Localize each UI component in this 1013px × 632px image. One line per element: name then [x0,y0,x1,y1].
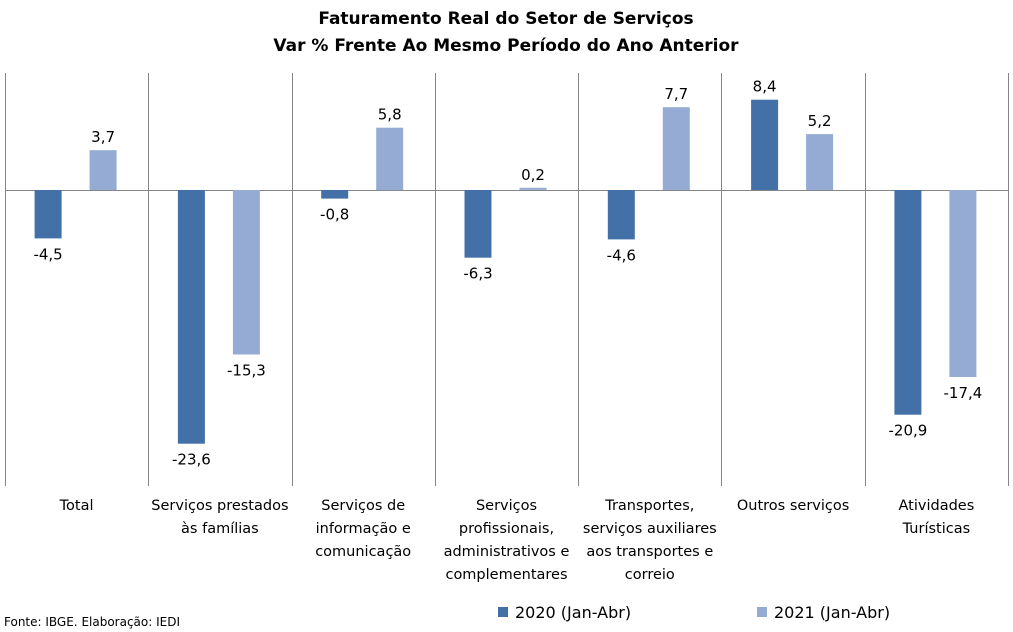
data-label: 7,7 [664,85,688,103]
data-label: 5,2 [808,112,832,130]
category-label: correio [625,567,675,583]
bar-series1 [894,190,922,415]
category-label: Serviços prestados [151,498,288,514]
category-labels: Total Serviços prestados às famílias Serviç… [59,498,975,583]
data-label: 3,7 [91,128,115,146]
data-label: -23,6 [172,451,211,469]
data-label: -15,3 [227,362,266,380]
bar-series1 [177,190,205,444]
bar-series2 [232,190,260,355]
bars [34,99,977,444]
bar-series1 [751,99,779,190]
category-label: Outros serviços [737,498,849,514]
bar-series1 [34,190,62,239]
data-labels: -4,5 -23,6 -0,8 -6,3 -4,6 8,4 -20,9 3,7 -15,3 5,8… [33,78,982,469]
legend-swatch [498,607,508,617]
category-label: Total [59,498,94,514]
bar-series2 [519,187,547,190]
data-label: -20,9 [888,422,927,440]
category-label: profissionais, [459,521,554,537]
category-label: Transportes, [604,498,694,514]
category-label: Atividades [899,498,975,514]
data-label: -6,3 [463,265,492,283]
bar-series2 [949,190,977,377]
category-label: complementares [445,567,567,583]
category-label: informação e [316,521,411,537]
category-label: comunicação [315,544,411,560]
legend-swatch [757,607,767,617]
plot-frame [5,73,1009,486]
bar-series2 [89,150,117,190]
bar-series1 [607,190,635,240]
bar-series1 [464,190,492,258]
bar-series2 [806,134,834,190]
legend-label: 2021 (Jan-Abr) [774,603,890,622]
source-note: Fonte: IBGE. Elaboração: IEDI [4,615,180,629]
data-label: 5,8 [378,106,402,124]
legend: 2020 (Jan-Abr) 2021 (Jan-Abr) [498,603,890,622]
data-label: -17,4 [943,384,982,402]
bar-series2 [662,107,690,190]
category-label: Serviços de [321,498,405,514]
data-label: 0,2 [521,166,545,184]
data-label: -4,5 [33,245,62,263]
data-label: 8,4 [753,78,777,96]
category-label: às famílias [181,521,259,537]
category-label: serviços auxiliares [583,521,717,537]
bar-series2 [376,127,404,191]
data-label: -4,6 [607,246,636,264]
legend-label: 2020 (Jan-Abr) [515,603,631,622]
bar-series1 [321,190,349,199]
chart-title-line: Faturamento Real do Setor de Serviços [318,9,693,29]
category-label: administrativos e [444,544,570,560]
category-label: aos transportes e [586,544,713,560]
chart-title-line: Var % Frente Ao Mesmo Período do Ano Ant… [273,36,739,56]
chart-title: Faturamento Real do Setor de Serviços Var… [273,9,739,56]
data-label: -0,8 [320,206,349,224]
category-label: Turísticas [902,521,971,537]
category-label: Serviços [476,498,537,514]
